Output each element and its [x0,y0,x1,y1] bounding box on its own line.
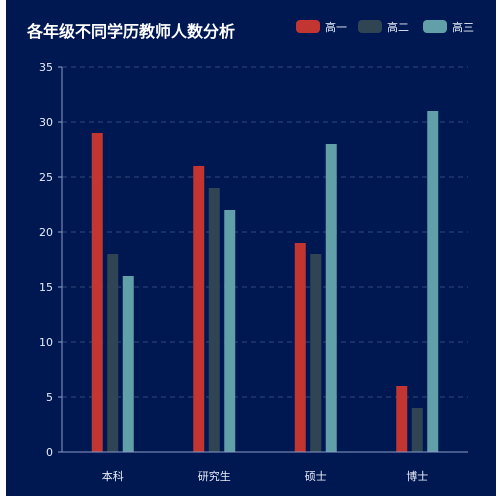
bar-高三-本科[interactable] [122,276,134,452]
y-tick-label: 25 [39,171,53,184]
legend-swatch[interactable] [423,20,447,33]
legend-label[interactable]: 高一 [325,20,347,34]
bar-高三-博士[interactable] [427,111,439,452]
y-tick-label: 20 [39,226,53,239]
legend: 高一 高二 高三 [296,20,474,34]
x-axis: 本科 研究生 硕士 博士 [62,451,468,483]
chart-title: 各年级不同学历教师人数分析 [27,22,236,41]
y-tick-label: 10 [39,336,53,349]
legend-label[interactable]: 高三 [452,20,474,34]
x-category-label: 硕士 [305,470,327,483]
legend-swatch[interactable] [358,20,382,33]
bar-高一-研究生[interactable] [193,166,205,452]
bar-高二-博士[interactable] [411,408,423,452]
x-category-label: 本科 [102,469,124,483]
y-tick-label: 35 [39,61,53,74]
bar-高一-硕士[interactable] [294,243,306,452]
x-category-label: 研究生 [198,469,231,483]
y-tick-label: 0 [46,446,53,459]
x-category-label: 博士 [406,470,428,483]
bar-高一-博士[interactable] [396,386,408,452]
bar-高二-硕士[interactable] [310,254,322,452]
bar-高二-本科[interactable] [107,254,119,452]
bars [91,111,439,452]
y-tick-label: 30 [39,116,53,129]
y-axis-ticks: 0 5 10 15 20 25 30 35 [39,61,63,459]
y-tick-label: 15 [39,281,53,294]
bar-高二-研究生[interactable] [208,188,220,452]
bar-高一-本科[interactable] [91,133,103,452]
bar-高三-研究生[interactable] [224,210,236,452]
y-tick-label: 5 [46,391,53,404]
legend-swatch[interactable] [296,20,320,33]
legend-label[interactable]: 高二 [387,20,409,34]
bar-高三-硕士[interactable] [325,144,337,452]
